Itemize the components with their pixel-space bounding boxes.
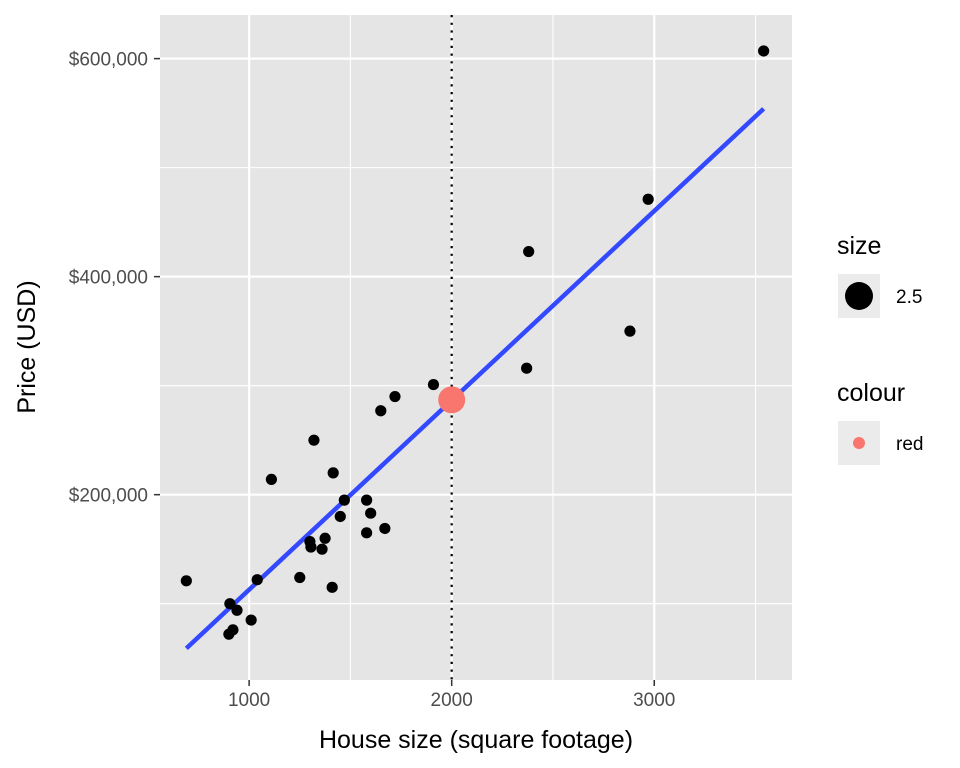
major-grid <box>160 15 792 680</box>
legend-colour-title: colour <box>837 379 905 407</box>
y-tick-label: $200,000 <box>69 486 148 507</box>
data-point <box>327 467 339 479</box>
legend-size-label: 2.5 <box>896 287 922 308</box>
data-point <box>326 581 338 593</box>
data-point <box>338 494 350 506</box>
plot-panel <box>160 15 792 680</box>
data-point <box>642 193 654 205</box>
trend-line <box>184 107 766 651</box>
x-axis: 1000 2000 3000 <box>228 680 675 711</box>
data-point <box>294 571 306 584</box>
legend-size: size 2.5 <box>837 232 922 318</box>
data-point <box>227 624 239 636</box>
legend-colour: colour red <box>837 379 923 465</box>
data-point <box>375 405 387 417</box>
minor-grid <box>160 15 792 680</box>
data-point <box>361 527 373 539</box>
data-point <box>361 494 373 506</box>
y-axis-title: Price (USD) <box>13 280 41 413</box>
data-point <box>251 574 263 586</box>
highlight-point <box>438 386 466 414</box>
trend-line-layer <box>184 107 766 651</box>
legend-size-title: size <box>837 232 881 260</box>
data-point <box>231 604 243 616</box>
y-tick-label: $400,000 <box>69 268 148 289</box>
data-point <box>365 507 377 519</box>
x-axis-title: House size (square footage) <box>319 726 633 754</box>
legend-size-symbol <box>845 282 873 310</box>
y-tick-label: $600,000 <box>69 50 148 71</box>
data-point <box>334 510 346 523</box>
x-tick-label: 3000 <box>633 690 675 711</box>
data-point <box>180 575 192 587</box>
x-tick-label: 1000 <box>228 690 270 711</box>
data-point <box>523 245 535 258</box>
legend-colour-symbol <box>853 437 865 449</box>
points-layer <box>180 45 770 640</box>
data-point <box>308 434 320 446</box>
data-point <box>758 45 770 57</box>
data-point <box>316 543 328 555</box>
data-point <box>427 378 440 391</box>
data-point <box>624 325 636 337</box>
data-point <box>389 390 401 403</box>
highlight-layer <box>438 386 466 414</box>
legend-colour-label: red <box>896 434 923 455</box>
data-point <box>305 541 317 553</box>
data-point <box>224 598 236 610</box>
y-axis: $200,000 $400,000 $600,000 <box>69 50 160 507</box>
data-point <box>265 473 278 486</box>
x-tick-label: 2000 <box>431 690 473 711</box>
data-point <box>379 522 391 535</box>
data-point <box>521 362 533 374</box>
data-point <box>245 614 257 626</box>
data-point <box>319 532 331 544</box>
